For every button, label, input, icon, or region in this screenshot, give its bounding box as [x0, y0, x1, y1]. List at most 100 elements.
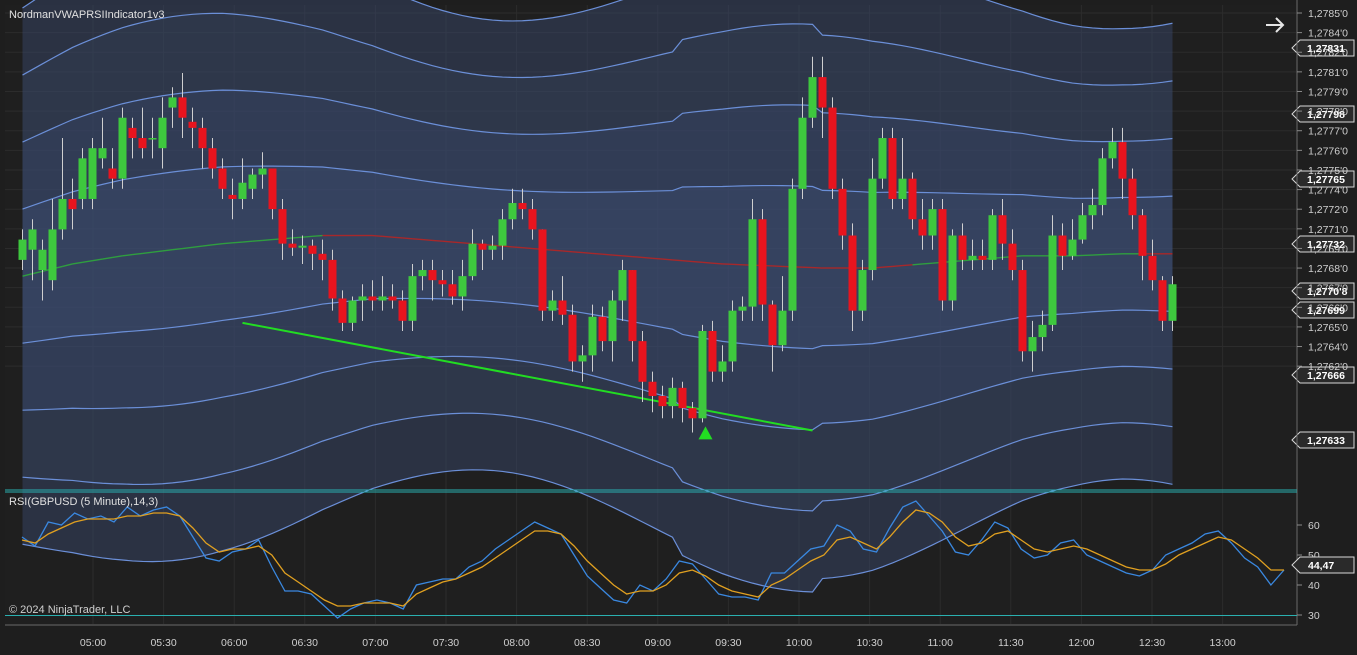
price-tag-text: 1,27633	[1307, 435, 1345, 447]
candle-body	[168, 97, 177, 108]
price-tick-label: 1,2768'0	[1308, 263, 1348, 275]
candle-body	[638, 341, 647, 382]
time-tick-label: 11:30	[998, 637, 1024, 649]
candle-body	[738, 306, 747, 311]
candle-body	[208, 148, 217, 169]
candle-body	[238, 182, 247, 199]
price-tick-label: 1,2767'0	[1308, 283, 1348, 295]
vwap-line	[182, 246, 193, 250]
candle-body	[288, 243, 297, 248]
candle-body	[248, 174, 257, 189]
candle-body	[158, 117, 167, 149]
vwap-line	[652, 257, 663, 260]
time-tick-label: 12:30	[1139, 637, 1165, 649]
candle-body	[998, 215, 1007, 244]
price-tag-text: 1,27732	[1307, 239, 1345, 251]
vwap-line	[142, 251, 153, 255]
vwap-line	[172, 247, 183, 251]
candle-body	[838, 188, 847, 236]
candle-body	[348, 300, 357, 323]
band-line	[22, 469, 1173, 593]
candle-body	[1048, 235, 1057, 325]
vwap-line	[882, 265, 893, 268]
candle-body	[128, 127, 137, 139]
band-fill	[22, 13, 1173, 143]
band-fill	[22, 356, 1173, 511]
rsi-tick-label: 40	[1308, 580, 1320, 592]
candle-body	[298, 245, 307, 248]
candle-body	[1168, 284, 1177, 321]
candle-body	[918, 219, 927, 236]
price-tick-label: 1,2776'0	[1308, 145, 1348, 157]
vwap-line	[72, 261, 83, 265]
candle-body	[988, 215, 997, 260]
candle-body	[188, 121, 197, 128]
time-tick-label: 09:00	[645, 637, 671, 649]
band-fill	[22, 90, 1173, 210]
vwap-line	[522, 247, 533, 250]
candle-body	[728, 310, 737, 362]
time-tick-label: 13:00	[1209, 637, 1235, 649]
candle-body	[718, 361, 727, 372]
vwap-line	[252, 239, 263, 242]
candle-body	[1148, 255, 1157, 281]
candle-body	[98, 148, 107, 159]
candle-body	[1098, 158, 1107, 206]
price-tick-label: 1,2775'0	[1308, 165, 1348, 177]
rsi-label: RSI(GBPUSD (5 Minute),14,3)	[9, 496, 159, 508]
candle-body	[588, 316, 597, 356]
price-tick-label: 1,2779'0	[1308, 86, 1348, 98]
vwap-line	[572, 251, 583, 254]
candle-body	[818, 77, 827, 108]
candle-body	[478, 243, 487, 250]
candle-body	[48, 229, 57, 281]
candle-body	[848, 235, 857, 311]
candle-body	[338, 298, 347, 323]
vwap-line	[62, 263, 73, 268]
price-tick-label: 1,2765'0	[1308, 322, 1348, 334]
time-tick-label: 07:00	[362, 637, 388, 649]
vwap-line	[442, 240, 453, 243]
candle-body	[498, 219, 507, 246]
time-tick-label: 07:30	[433, 637, 459, 649]
candle-body	[1078, 215, 1087, 240]
price-tag-text: 1,27699	[1307, 305, 1345, 317]
price-tick-label: 1,2774'0	[1308, 185, 1348, 197]
price-tick-label: 1,2766'0	[1308, 302, 1348, 314]
candle-body	[138, 138, 147, 149]
candle-body	[868, 178, 877, 271]
vwap-line	[112, 255, 123, 259]
candle-body	[708, 330, 717, 372]
candle-body	[1028, 337, 1037, 352]
vwap-line	[22, 273, 33, 277]
candle-body	[698, 330, 707, 419]
candle-body	[428, 270, 437, 281]
time-tick-label: 08:30	[574, 637, 600, 649]
candle-body	[558, 300, 567, 315]
vwap-line	[702, 261, 713, 264]
rsi-value-tag	[1291, 556, 1355, 574]
arrow-right-icon[interactable]	[1263, 14, 1287, 36]
candle-body	[548, 300, 557, 311]
candle-body	[88, 148, 97, 199]
candle-body	[748, 219, 757, 307]
vwap-line	[892, 264, 903, 268]
vwap-line	[642, 256, 653, 259]
band-fill	[22, 298, 1173, 430]
price-tick-label: 1,2771'0	[1308, 224, 1348, 236]
candle-body	[758, 219, 767, 305]
candle-body	[118, 117, 127, 179]
time-tick-label: 11:00	[927, 637, 953, 649]
candle-body	[1068, 239, 1077, 256]
candle-body	[568, 314, 577, 362]
rsi-signal-line	[21, 509, 1284, 607]
price-tag	[1291, 301, 1355, 319]
vwap-line	[632, 255, 643, 259]
price-tick-label: 1,2769'0	[1308, 243, 1348, 255]
candle-body	[228, 194, 237, 199]
vwap-line	[912, 263, 923, 266]
candle-body	[1088, 205, 1097, 216]
vwap-line	[592, 252, 603, 255]
vwap-line	[232, 241, 243, 244]
